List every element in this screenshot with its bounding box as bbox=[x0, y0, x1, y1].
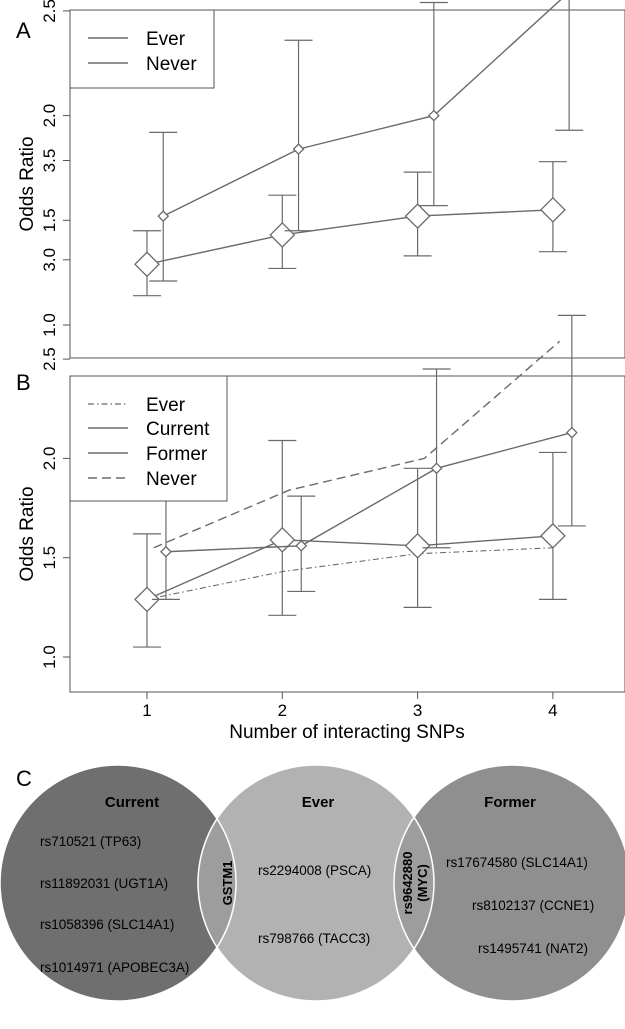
venn-item-ever-1: rs2294008 (PSCA) bbox=[258, 863, 371, 878]
panel-a-y-tick-label-3: 2.5 bbox=[40, 0, 59, 23]
panel-a-point-ever-1 bbox=[269, 222, 296, 248]
panel-a-y-tick-label-2: 2.0 bbox=[40, 104, 59, 128]
panel-b-x-tick-label-0: 1 bbox=[142, 701, 151, 720]
legend-entry-ever: Ever bbox=[146, 29, 186, 50]
panel-b-legend: Ever Current Former Never bbox=[69, 375, 228, 502]
panel-b-point-former-0 bbox=[160, 545, 172, 558]
panel-a-y-ticks: 1.0 1.5 2.0 2.5 3.0 3.5 bbox=[40, 0, 70, 337]
venn-overlap-myc: rs9642880(MYC) bbox=[400, 852, 430, 915]
legend-entry-never: Never bbox=[146, 54, 197, 75]
panel-b-legend-box bbox=[69, 375, 228, 502]
panel-b-frame bbox=[69, 375, 625, 693]
panel-b-point-former-1 bbox=[295, 539, 308, 552]
panel-a-y-axis-label: Odds Ratio bbox=[17, 136, 38, 231]
venn-title-former: Former bbox=[484, 794, 536, 811]
panel-b: B Odds Ratio 1.0 1.5 2.0 2.5 3.0 3.5 1 2 3 4 Num… bbox=[16, 149, 625, 743]
panel-a-point-never-1 bbox=[292, 143, 305, 156]
venn-outline-current bbox=[0, 764, 237, 1002]
panel-a-point-never-2 bbox=[427, 109, 440, 122]
panel-a-marks bbox=[133, 0, 584, 297]
panel-a-y-tick-label-0: 1.0 bbox=[40, 313, 59, 337]
panel-a-legend: Ever Never bbox=[69, 9, 215, 89]
venn-circle-former bbox=[394, 765, 625, 1001]
panel-b-marks bbox=[133, 314, 586, 648]
panel-a-line-never bbox=[162, 0, 562, 217]
panel-b-line-never bbox=[153, 340, 561, 549]
venn-item-current-4: rs1014971 (APOBEC3A) bbox=[40, 960, 189, 975]
venn-circle-ever bbox=[198, 765, 434, 1001]
panel-a-point-ever-2 bbox=[404, 203, 431, 230]
panel-a-y-tick-label-1: 1.5 bbox=[40, 208, 59, 232]
venn-title-ever: Ever bbox=[302, 794, 335, 811]
panel-b-point-current-0 bbox=[134, 586, 160, 613]
panel-b-y-tick-label-1: 1.5 bbox=[40, 546, 59, 570]
panel-b-line-current bbox=[146, 535, 553, 601]
venn-overlap-myc-line-0: rs9642880 bbox=[400, 852, 415, 915]
panel-a-label: A bbox=[16, 18, 31, 43]
panel-b-x-tick-label-1: 2 bbox=[278, 701, 287, 720]
panel-b-point-current-3 bbox=[539, 522, 566, 549]
legend-entry-current: Current bbox=[146, 419, 210, 440]
panel-a-point-ever-3 bbox=[539, 196, 566, 223]
panel-b-y-tick-label-2: 2.0 bbox=[40, 447, 59, 471]
venn-outline-former bbox=[393, 764, 625, 1002]
panel-b-y-tick-label-0: 1.0 bbox=[40, 645, 59, 669]
panel-a-point-never-0 bbox=[157, 210, 170, 223]
panel-b-y-tick-label-4: 3.0 bbox=[40, 248, 59, 272]
panel-a-point-ever-0 bbox=[134, 251, 160, 278]
panel-c-label: C bbox=[16, 766, 32, 791]
panel-b-point-former-3 bbox=[565, 426, 578, 439]
panel-b-label: B bbox=[16, 370, 31, 395]
panel-b-point-current-1 bbox=[269, 526, 296, 553]
panel-b-x-ticks: 1 2 3 4 bbox=[142, 692, 558, 720]
panel-a-legend-box bbox=[69, 9, 215, 89]
panel-b-y-ticks: 1.0 1.5 2.0 2.5 3.0 3.5 bbox=[40, 149, 70, 669]
venn-item-current-3: rs1058396 (SLC14A1) bbox=[40, 917, 174, 932]
panel-b-x-tick-label-3: 4 bbox=[548, 701, 557, 720]
venn-item-current-2: rs11892031 (UGT1A) bbox=[40, 876, 168, 891]
panel-c-venn: C Current Ever Former rs710521 (TP63) rs… bbox=[0, 764, 625, 1002]
panel-b-y-axis-label: Odds Ratio bbox=[17, 486, 38, 581]
panel-b-line-ever bbox=[146, 547, 553, 600]
panel-b-x-tick-label-2: 3 bbox=[413, 701, 422, 720]
venn-item-ever-2: rs798766 (TACC3) bbox=[258, 931, 370, 946]
venn-item-current-1: rs710521 (TP63) bbox=[40, 834, 141, 849]
panel-b-y-tick-label-5: 3.5 bbox=[40, 149, 59, 173]
venn-overlap-gstm1: GSTM1 bbox=[220, 861, 235, 906]
venn-item-former-1: rs17674580 (SLC14A1) bbox=[446, 855, 588, 870]
panel-b-x-axis-label: Number of interacting SNPs bbox=[229, 722, 465, 743]
legend-entry-former: Former bbox=[146, 444, 208, 465]
venn-overlap-myc-line-1: (MYC) bbox=[415, 864, 430, 902]
panel-b-y-tick-label-3: 2.5 bbox=[40, 347, 59, 371]
legend-entry-never: Never bbox=[146, 469, 197, 490]
venn-item-former-2: rs8102137 (CCNE1) bbox=[472, 898, 594, 913]
panel-a-frame bbox=[69, 9, 625, 359]
venn-circle-current bbox=[0, 765, 236, 1001]
venn-title-current: Current bbox=[105, 794, 159, 811]
venn-outline-ever bbox=[197, 764, 435, 1002]
legend-entry-ever: Ever bbox=[146, 395, 186, 416]
panel-b-point-former-2 bbox=[430, 462, 443, 475]
venn-item-former-3: rs1495741 (NAT2) bbox=[478, 941, 588, 956]
panel-b-line-former bbox=[165, 431, 573, 553]
panel-b-point-current-2 bbox=[404, 532, 431, 559]
panel-a: A Odds Ratio 1.0 1.5 2.0 2.5 3.0 3.5 Ever Nev… bbox=[16, 0, 625, 359]
panel-a-line-ever bbox=[146, 209, 553, 265]
